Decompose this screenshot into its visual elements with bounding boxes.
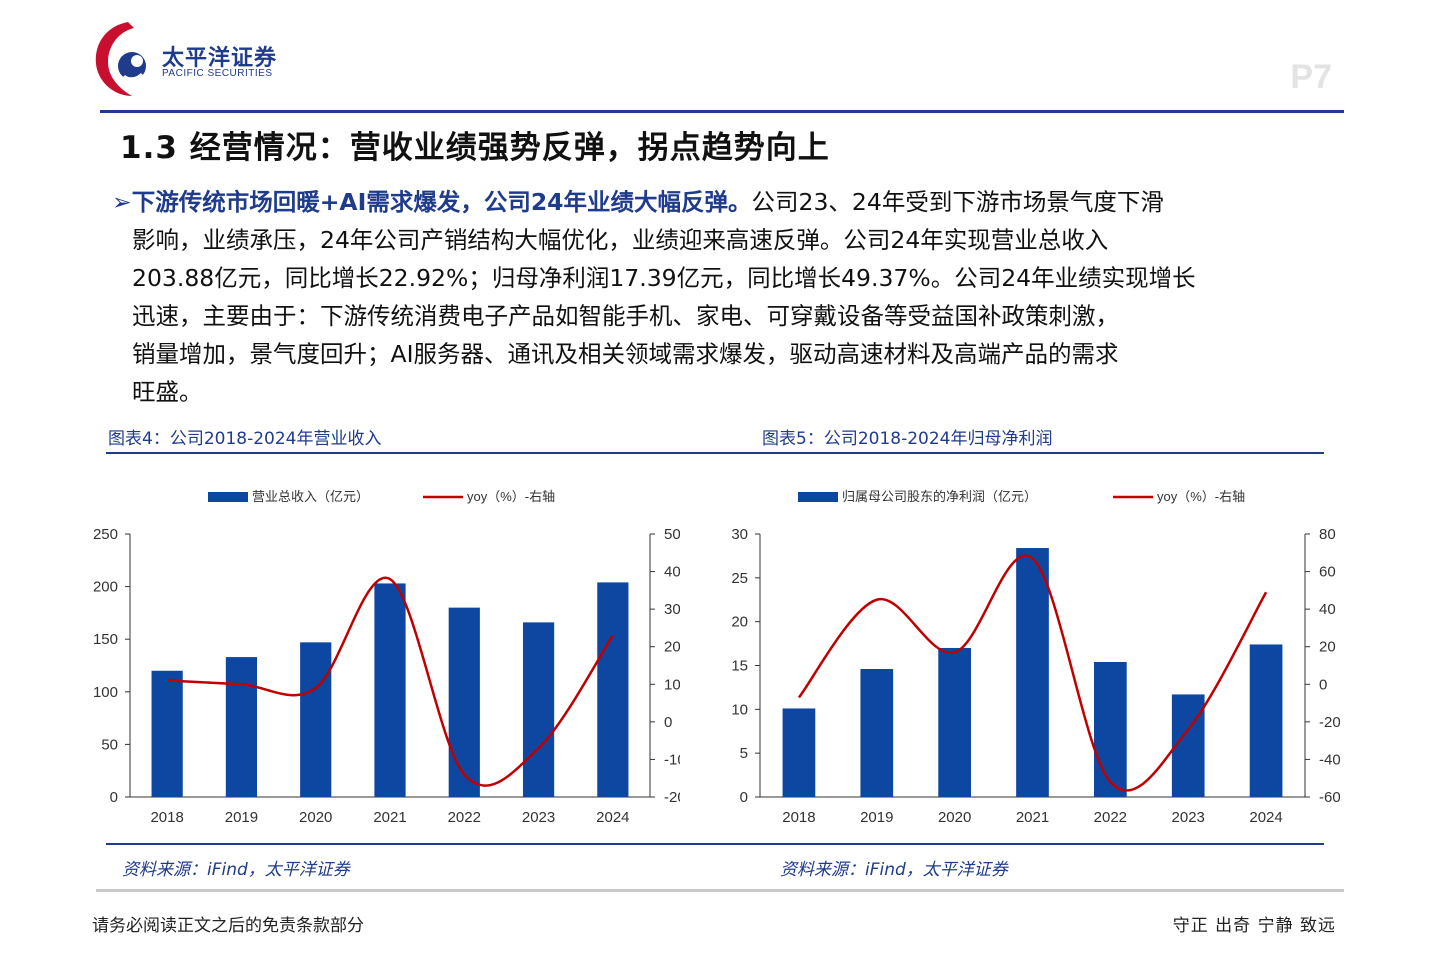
paragraph-line: 203.88亿元，同比增长22.92%；归母净利润17.39亿元，同比增长49.… [132, 264, 1196, 292]
paragraph-line: 公司23、24年受到下游市场景气度下滑 [751, 188, 1164, 216]
legend-line-label: yoy（%）-右轴 [467, 489, 555, 504]
net-profit-chart: 归属母公司股东的净利润（亿元） yoy（%）-右轴 0 5 10 15 20 25 30 -60 -… [731, 489, 1340, 826]
figure-4-source: 资料来源：iFind，太平洋证券 [122, 860, 350, 880]
left-axis-tick-label: 25 [731, 570, 748, 587]
left-axis-tick-label: 250 [93, 526, 118, 543]
legend-bar-label: 归属母公司股东的净利润（亿元） [842, 489, 1037, 504]
bar [782, 708, 816, 797]
body-paragraph: ➢下游传统市场回暖+AI需求爆发，公司24年业绩大幅反弹。公司23、24年受到下… [112, 183, 1332, 411]
left-axis-tick-label: 20 [731, 614, 748, 631]
left-axis-tick-label: 0 [110, 789, 118, 806]
x-axis-tick-label: 2022 [1094, 809, 1127, 826]
figures-top-rule [106, 452, 1324, 454]
header-divider [100, 110, 1344, 113]
right-axis-tick-label: 0 [1319, 676, 1327, 693]
left-axis-tick-label: 30 [731, 526, 748, 543]
paragraph-line: 影响，业绩承压，24年公司产销结构大幅优化，业绩迎来高速反弹。公司24年实现营业… [132, 226, 1109, 254]
x-axis-tick-label: 2018 [150, 809, 183, 826]
bar [225, 657, 258, 797]
bar [860, 669, 894, 797]
brand-name-en: PACIFIC SECURITIES [162, 68, 273, 79]
x-axis-tick-label: 2021 [373, 809, 406, 826]
left-axis-tick-label: 100 [93, 684, 118, 701]
brand-name-cn: 太平洋证券 [162, 46, 278, 71]
revenue-chart: 营业总收入（亿元） yoy（%）-右轴 0 50 100 150 200 250 -20 -10 0… [93, 489, 680, 826]
right-axis-tick-label: 50 [664, 526, 680, 543]
paragraph-lead: 下游传统市场回暖+AI需求爆发，公司24年业绩大幅反弹。 [131, 188, 752, 216]
legend-line-label: yoy（%）-右轴 [1157, 489, 1245, 504]
right-axis-tick-label: 60 [1319, 564, 1336, 581]
bar [1249, 644, 1283, 797]
bar [938, 647, 971, 797]
legend-bar-swatch [208, 492, 248, 502]
x-axis-tick-label: 2019 [860, 809, 893, 826]
left-axis-tick-label: 50 [101, 736, 118, 753]
left-axis-tick-label: 15 [731, 658, 748, 675]
bar [522, 622, 555, 797]
x-axis-tick-label: 2024 [1249, 809, 1282, 826]
legend-bar-swatch [798, 492, 838, 502]
bar [1094, 661, 1127, 797]
left-axis-tick-label: 10 [731, 701, 748, 718]
right-axis-tick-label: 40 [664, 564, 680, 581]
figure-5-source: 资料来源：iFind，太平洋证券 [780, 860, 1008, 880]
paragraph-line: 旺盛。 [132, 378, 203, 406]
bullet-arrow-icon: ➢ [112, 188, 132, 216]
left-axis-tick-label: 150 [93, 631, 118, 648]
bar [448, 607, 480, 797]
yoy-line [167, 576, 614, 787]
x-axis-tick-label: 2023 [1172, 809, 1205, 826]
paragraph-line: 迅速，主要由于：下游传统消费电子产品如智能手机、家电、可穿戴设备等受益国补政策刺… [132, 302, 1119, 330]
right-axis-tick-label: -20 [664, 789, 680, 806]
legend-bar-label: 营业总收入（亿元） [252, 489, 369, 504]
section-title: 1.3 经营情况：营收业绩强势反弹，拐点趋势向上 [120, 130, 830, 166]
company-logo [88, 18, 308, 100]
right-axis-tick-label: 10 [664, 676, 680, 693]
right-axis-tick-label: 20 [1319, 639, 1336, 656]
bar [374, 583, 406, 797]
right-axis-tick-label: -10 [664, 751, 680, 768]
x-axis-tick-label: 2020 [938, 809, 971, 826]
right-axis-tick-label: 20 [664, 639, 680, 656]
footer-divider [96, 889, 1344, 892]
logo-mark-icon [95, 22, 152, 96]
right-axis-tick-label: 40 [1319, 601, 1336, 618]
x-axis-tick-label: 2020 [299, 809, 332, 826]
x-axis-tick-label: 2018 [782, 809, 815, 826]
x-axis-tick-label: 2022 [448, 809, 481, 826]
right-axis-tick-label: -40 [1319, 751, 1340, 768]
x-axis-tick-label: 2019 [225, 809, 258, 826]
company-motto: 守正 出奇 宁静 致远 [1172, 916, 1336, 936]
disclaimer-note: 请务必阅读正文之后的免责条款部分 [92, 916, 364, 936]
figures-bottom-rule [106, 843, 1324, 845]
bar [151, 670, 183, 797]
yoy-line [797, 554, 1268, 792]
right-axis-tick-label: 0 [664, 714, 672, 731]
x-axis-tick-label: 2023 [522, 809, 555, 826]
bar [300, 642, 332, 797]
left-axis-tick-label: 200 [93, 579, 118, 596]
bar [1016, 548, 1049, 797]
figure-5-title: 图表5：公司2018-2024年归母净利润 [762, 429, 1053, 449]
bar [1171, 694, 1205, 797]
figure-4-title: 图表4：公司2018-2024年营业收入 [108, 429, 382, 449]
right-axis-tick-label: 30 [664, 601, 680, 618]
paragraph-line: 销量增加，景气度回升；AI服务器、通讯及相关领域需求爆发，驱动高速材料及高端产品… [132, 340, 1119, 368]
right-axis-tick-label: -20 [1319, 714, 1340, 731]
x-axis-tick-label: 2021 [1016, 809, 1049, 826]
bar [597, 582, 629, 797]
left-axis-tick-label: 5 [740, 745, 748, 762]
right-axis-tick-label: 80 [1319, 526, 1336, 543]
x-axis-tick-label: 2024 [596, 809, 629, 826]
right-axis-tick-label: -60 [1319, 789, 1340, 806]
left-axis-tick-label: 0 [740, 789, 748, 806]
page-number: P7 [1290, 58, 1332, 96]
